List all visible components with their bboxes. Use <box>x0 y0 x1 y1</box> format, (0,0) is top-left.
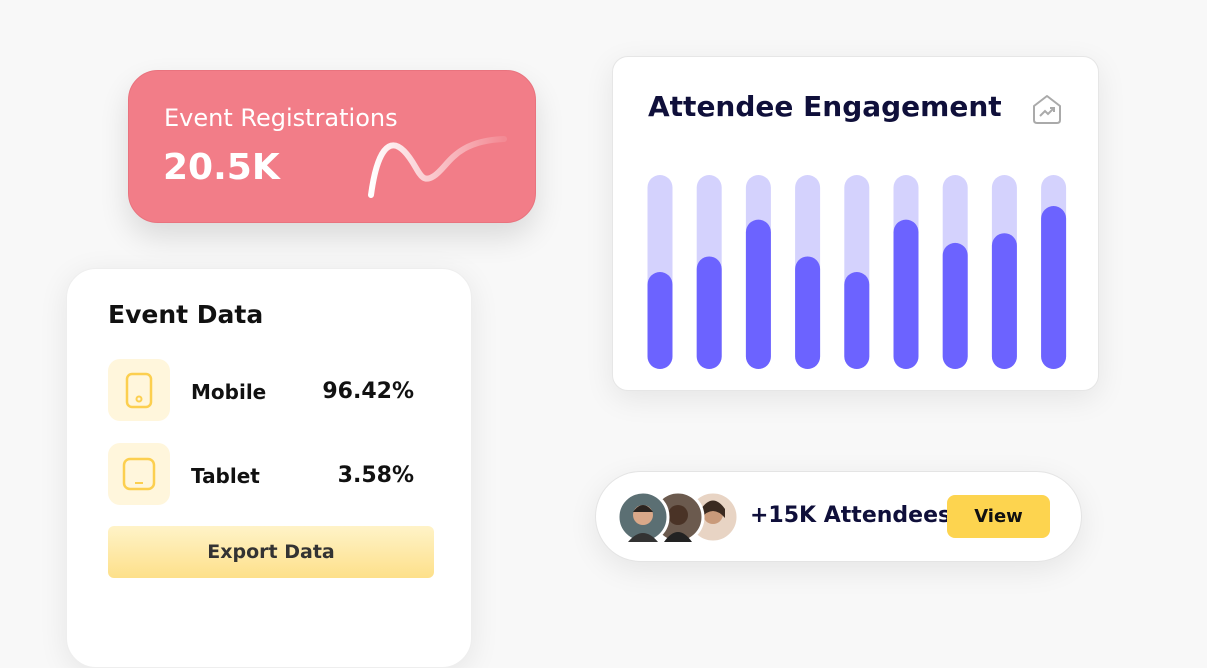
avatars <box>616 490 740 544</box>
event-data-title: Event Data <box>108 300 264 329</box>
data-row: Tablet 3.58% <box>108 443 414 505</box>
engagement-title: Attendee Engagement <box>648 90 1002 123</box>
mobile-icon <box>108 359 170 421</box>
bar <box>696 256 722 369</box>
row-label: Tablet <box>191 464 260 488</box>
bar <box>795 256 821 369</box>
trend-icon[interactable] <box>1030 92 1064 126</box>
body: Event Registrations 20.5K Event Data Mob… <box>66 56 1099 668</box>
data-row: Mobile 96.42% <box>108 359 414 421</box>
registrations-title: Event Registrations <box>164 104 398 132</box>
bar <box>942 242 968 369</box>
row-label: Mobile <box>191 380 267 404</box>
view-button[interactable]: View <box>947 495 1050 538</box>
bar <box>745 219 771 369</box>
registrations-value: 20.5K <box>163 147 280 188</box>
tablet-icon <box>108 443 170 505</box>
event-data-card: Event Data Mobile 96.42% Tablet 3.58% Ex… <box>66 268 472 668</box>
engagement-chart <box>647 175 1067 369</box>
export-button[interactable]: Export Data <box>108 526 434 578</box>
bar <box>893 219 919 369</box>
bar <box>647 272 673 369</box>
engagement-card: Attendee Engagement <box>612 56 1099 391</box>
attendees-card: +15K Attendees View <box>595 471 1082 562</box>
row-value: 96.42% <box>322 379 414 404</box>
sparkline <box>368 136 507 198</box>
row-value: 3.58% <box>337 463 414 488</box>
bar <box>991 233 1017 369</box>
bar <box>1041 206 1067 369</box>
attendees-label: +15K Attendees <box>750 503 952 528</box>
page: Event Dashboard {"registrations": {"titl… <box>66 56 1099 668</box>
bar <box>844 272 870 369</box>
registrations-card: Event Registrations 20.5K <box>128 70 536 223</box>
